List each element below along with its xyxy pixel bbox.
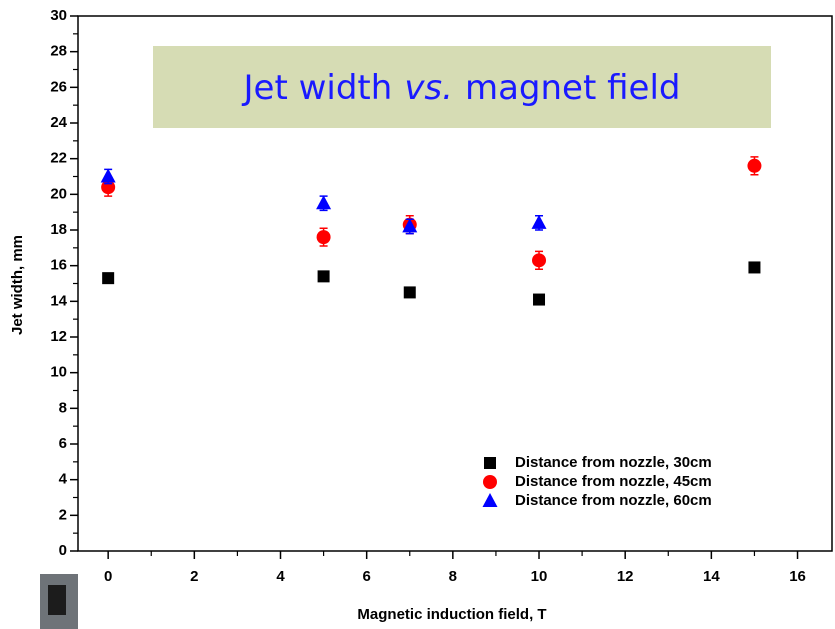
x-axis-label: Magnetic induction field, T bbox=[357, 606, 546, 623]
point bbox=[532, 253, 547, 268]
y-tick-label: 6 bbox=[59, 435, 67, 452]
y-tick-label: 0 bbox=[59, 542, 67, 559]
point bbox=[482, 493, 498, 507]
annotation-box bbox=[153, 46, 771, 128]
legend-label: Distance from nozzle, 30cm bbox=[515, 454, 712, 471]
point bbox=[102, 272, 115, 285]
y-tick-label: 18 bbox=[50, 221, 67, 238]
x-tick-label: 14 bbox=[703, 568, 720, 585]
point bbox=[402, 218, 418, 233]
x-tick-label: 2 bbox=[190, 568, 198, 585]
x-tick-label: 6 bbox=[363, 568, 371, 585]
point bbox=[483, 475, 497, 489]
point bbox=[533, 293, 546, 306]
y-tick-label: 26 bbox=[50, 78, 67, 95]
point bbox=[317, 270, 330, 283]
point bbox=[531, 214, 547, 229]
y-tick-label: 28 bbox=[50, 43, 67, 60]
legend-label: Distance from nozzle, 45cm bbox=[515, 473, 712, 490]
y-tick-label: 16 bbox=[50, 257, 67, 274]
y-tick-label: 4 bbox=[59, 471, 68, 488]
thumbnail-detail bbox=[48, 585, 66, 615]
x-tick-label: 12 bbox=[617, 568, 634, 585]
y-tick-label: 22 bbox=[50, 150, 67, 167]
annotation-part: vs. bbox=[404, 68, 453, 108]
annotation-part: magnet field bbox=[465, 68, 681, 108]
y-tick-label: 20 bbox=[50, 185, 67, 202]
x-tick-label: 10 bbox=[531, 568, 548, 585]
y-tick-label: 30 bbox=[50, 7, 67, 24]
y-axis-label: Jet width, mm bbox=[9, 235, 26, 335]
y-tick-label: 10 bbox=[50, 364, 67, 381]
y-tick-label: 12 bbox=[50, 328, 67, 345]
point bbox=[403, 286, 416, 299]
y-tick-label: 24 bbox=[50, 114, 67, 131]
annotation: Jet width vs. magnet field bbox=[242, 68, 681, 108]
point bbox=[748, 261, 761, 274]
point bbox=[100, 168, 116, 183]
x-tick-label: 0 bbox=[104, 568, 112, 585]
x-tick-label: 4 bbox=[276, 568, 285, 585]
point bbox=[316, 230, 331, 245]
y-tick-label: 14 bbox=[50, 292, 67, 309]
y-tick-label: 8 bbox=[59, 399, 67, 416]
legend-label: Distance from nozzle, 60cm bbox=[515, 492, 712, 509]
point bbox=[747, 158, 762, 173]
x-tick-label: 16 bbox=[789, 568, 806, 585]
annotation-part: Jet width bbox=[242, 68, 393, 108]
y-tick-label: 2 bbox=[59, 506, 67, 523]
point bbox=[484, 457, 496, 469]
point bbox=[316, 195, 332, 210]
x-tick-label: 8 bbox=[449, 568, 457, 585]
